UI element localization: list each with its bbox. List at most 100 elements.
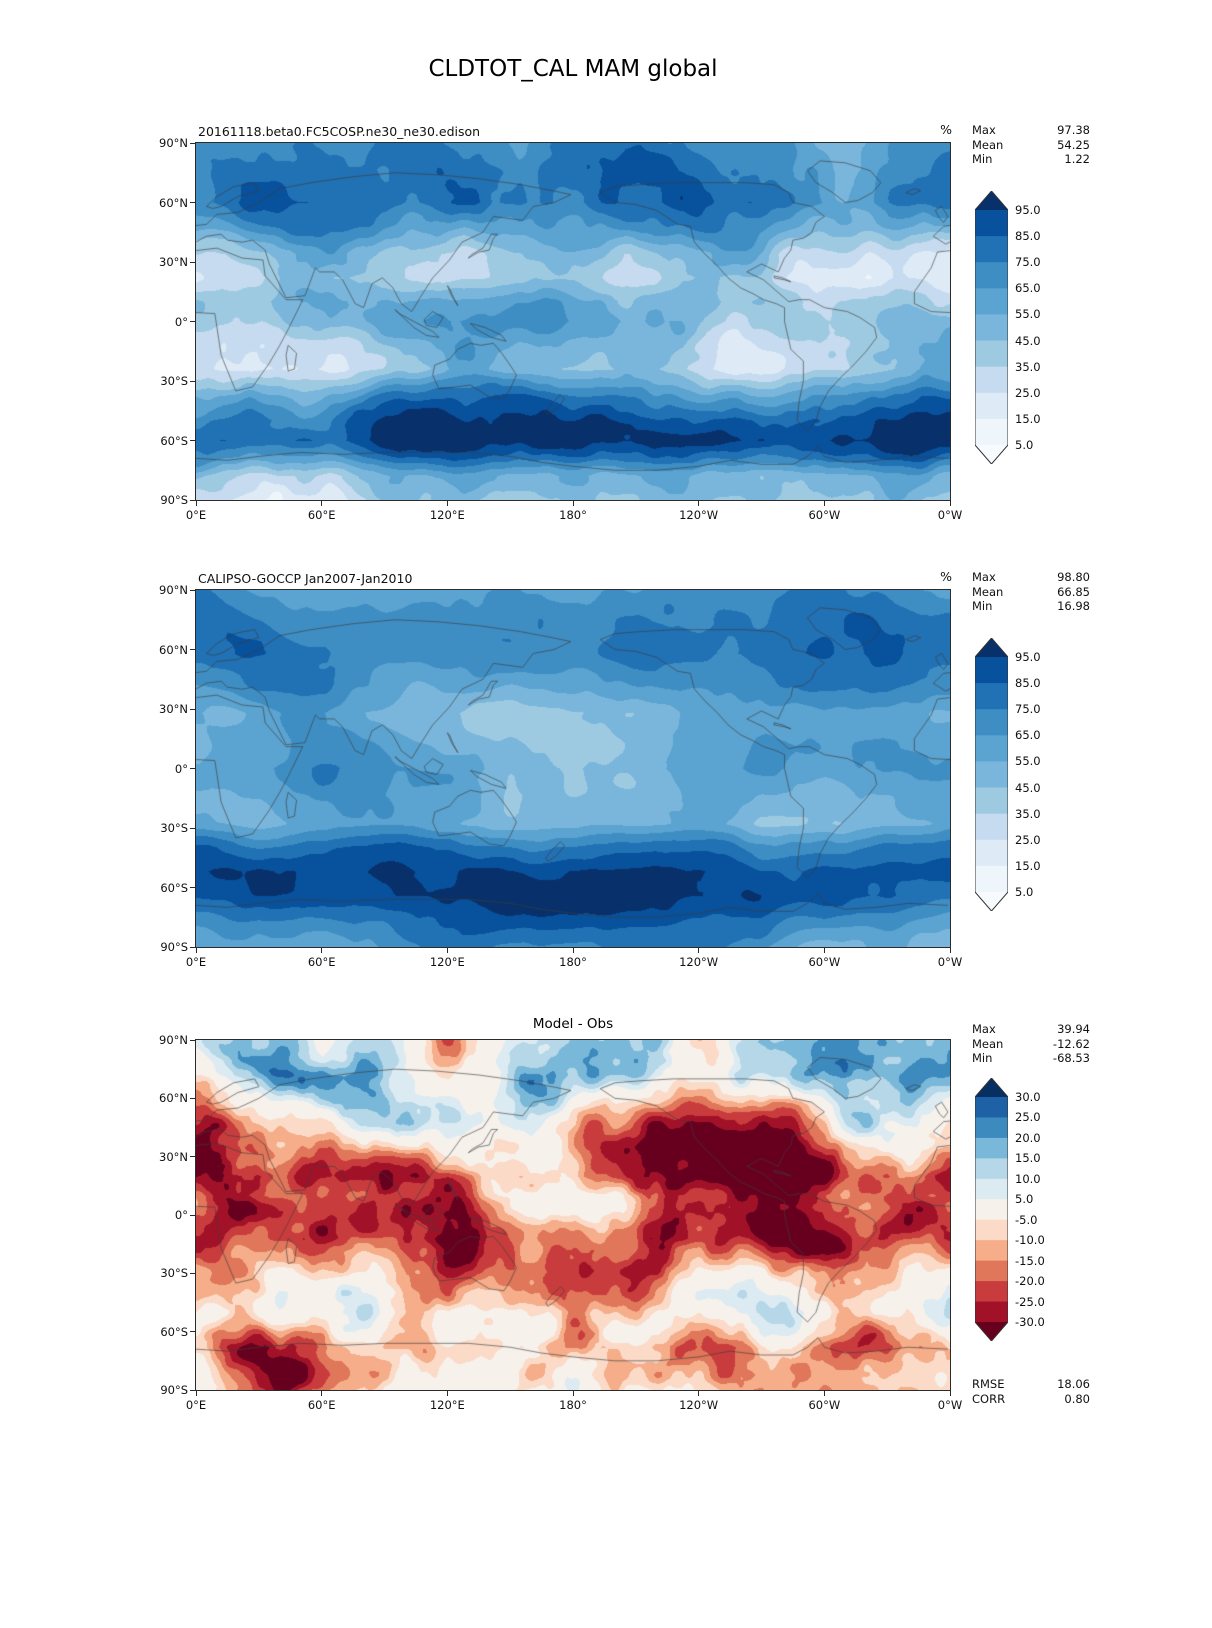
stat-label: CORR xyxy=(972,1391,1006,1406)
lat-tick-label: 30°N xyxy=(159,702,188,716)
lon-tickmark xyxy=(446,1391,448,1396)
stat-label: Min xyxy=(972,152,993,166)
lon-tickmark xyxy=(195,948,197,953)
lat-tickmark xyxy=(190,708,195,710)
colorbar-level-label: 5.0 xyxy=(1015,438,1034,452)
colorbar-level-label: 35.0 xyxy=(1015,359,1041,374)
lat-tick-label: 60°S xyxy=(160,433,188,448)
lon-tickmark xyxy=(949,501,951,506)
lon-tickmark xyxy=(572,501,574,506)
stat-label: Min xyxy=(972,599,993,613)
panel2-subtitle: CALIPSO-GOCCP Jan2007-Jan2010 xyxy=(198,571,413,586)
colorbar-level-label: 95.0 xyxy=(1015,203,1041,217)
colorbar-level-label: 55.0 xyxy=(1015,307,1041,322)
lon-tick-label: 60°W xyxy=(808,955,841,969)
lat-tickmark xyxy=(190,887,195,888)
colorbar-level-label: 15.0 xyxy=(1015,1151,1041,1166)
lon-tickmark xyxy=(446,501,448,506)
lon-tickmark xyxy=(195,1391,197,1396)
colorbar-level-label: 85.0 xyxy=(1015,229,1041,244)
lon-tick-label: 60°E xyxy=(307,1398,336,1412)
lon-tickmark xyxy=(321,948,323,953)
stat-value: 97.38 xyxy=(1057,123,1090,137)
colorbar-level-label: -5.0 xyxy=(1015,1212,1038,1227)
colorbar-panel1 xyxy=(974,190,1009,468)
stat-value: 16.98 xyxy=(1057,599,1090,613)
lat-tick-label: 90°N xyxy=(159,583,188,597)
lon-tick-label: 0°E xyxy=(185,1398,207,1412)
stat-row: Min 16.98 xyxy=(972,599,1090,614)
lon-tickmark xyxy=(195,501,197,506)
lat-tickmark xyxy=(190,1156,195,1158)
lon-tick-label: 180° xyxy=(559,955,587,969)
lat-tickmark xyxy=(190,499,195,501)
lat-tick-label: 60°S xyxy=(160,1324,188,1339)
lon-tickmark xyxy=(823,501,825,506)
lat-tick-label: 30°N xyxy=(159,255,188,269)
colorbar-level-label: 95.0 xyxy=(1015,650,1041,664)
stat-label: Mean xyxy=(972,137,1004,152)
colorbar-level-label: 65.0 xyxy=(1015,281,1041,296)
lat-tickmark xyxy=(190,202,195,203)
lat-tick-label: 60°N xyxy=(159,195,188,210)
colorbar-level-label: 45.0 xyxy=(1015,780,1041,795)
lon-tick-label: 120°W xyxy=(679,508,719,522)
lat-tickmark xyxy=(190,1214,195,1216)
lat-tickmark xyxy=(190,1039,195,1041)
map-canvas-model xyxy=(196,143,950,500)
lat-tickmark xyxy=(190,589,195,591)
colorbar-level-label: 75.0 xyxy=(1015,255,1041,270)
colorbar-level-label: 65.0 xyxy=(1015,728,1041,743)
lon-tick-label: 60°W xyxy=(808,1398,841,1412)
lon-tickmark xyxy=(321,1391,323,1396)
lat-tick-label: 30°S xyxy=(160,1266,188,1281)
panel2-units-label: % xyxy=(940,569,952,584)
stat-value: 18.06 xyxy=(1057,1377,1090,1391)
panel2-stats: Max 98.80 Mean 66.85 Min 16.98 xyxy=(972,570,1090,614)
stat-row: Mean 66.85 xyxy=(972,585,1090,600)
stat-row: RMSE 18.06 xyxy=(972,1377,1090,1392)
colorbar-panel2 xyxy=(974,637,1009,915)
lon-tick-label: 120°E xyxy=(429,955,465,969)
lat-tickmark xyxy=(190,1331,195,1333)
lat-tickmark xyxy=(190,946,195,948)
lat-tick-label: 90°N xyxy=(159,1033,188,1047)
map-obs xyxy=(195,589,951,948)
lat-tickmark xyxy=(190,380,195,382)
lon-tick-label: 60°W xyxy=(808,508,841,522)
lon-tick-label: 120°W xyxy=(679,1398,719,1412)
colorbar-level-label: -25.0 xyxy=(1015,1294,1045,1309)
stat-value: -12.62 xyxy=(1052,1036,1090,1051)
colorbar-level-label: -30.0 xyxy=(1015,1315,1045,1329)
lon-tick-label: 180° xyxy=(559,1398,587,1412)
lat-tick-label: 90°S xyxy=(160,940,188,954)
stat-label: Max xyxy=(972,1022,996,1036)
lat-tickmark xyxy=(190,261,195,263)
map-canvas-diff xyxy=(196,1040,950,1390)
colorbar-level-label: 25.0 xyxy=(1015,385,1041,400)
map-model xyxy=(195,142,951,501)
map-canvas-obs xyxy=(196,590,950,947)
lon-tickmark xyxy=(572,948,574,953)
map-diff xyxy=(195,1039,951,1391)
stat-row: Max 98.80 xyxy=(972,570,1090,585)
colorbar-level-label: 15.0 xyxy=(1015,858,1041,873)
lon-tickmark xyxy=(698,501,700,506)
stat-value: 0.80 xyxy=(1064,1391,1090,1406)
stat-label: RMSE xyxy=(972,1377,1005,1391)
lon-tick-label: 0°E xyxy=(185,508,207,522)
lon-tick-label: 120°E xyxy=(429,1398,465,1412)
stat-value: 39.94 xyxy=(1057,1022,1090,1036)
lon-tickmark xyxy=(949,1391,951,1396)
lon-tickmark xyxy=(446,948,448,953)
colorbar-panel3 xyxy=(974,1077,1009,1345)
colorbar-level-label: 5.0 xyxy=(1015,1192,1034,1207)
lat-tick-label: 60°N xyxy=(159,642,188,657)
lat-tickmark xyxy=(190,827,195,829)
lon-tickmark xyxy=(949,948,951,953)
colorbar-level-label: 30.0 xyxy=(1015,1090,1041,1104)
panel1-units-label: % xyxy=(940,122,952,137)
stat-row: Max 97.38 xyxy=(972,123,1090,138)
lat-tick-label: 60°S xyxy=(160,880,188,895)
stat-row: Mean -12.62 xyxy=(972,1037,1090,1052)
